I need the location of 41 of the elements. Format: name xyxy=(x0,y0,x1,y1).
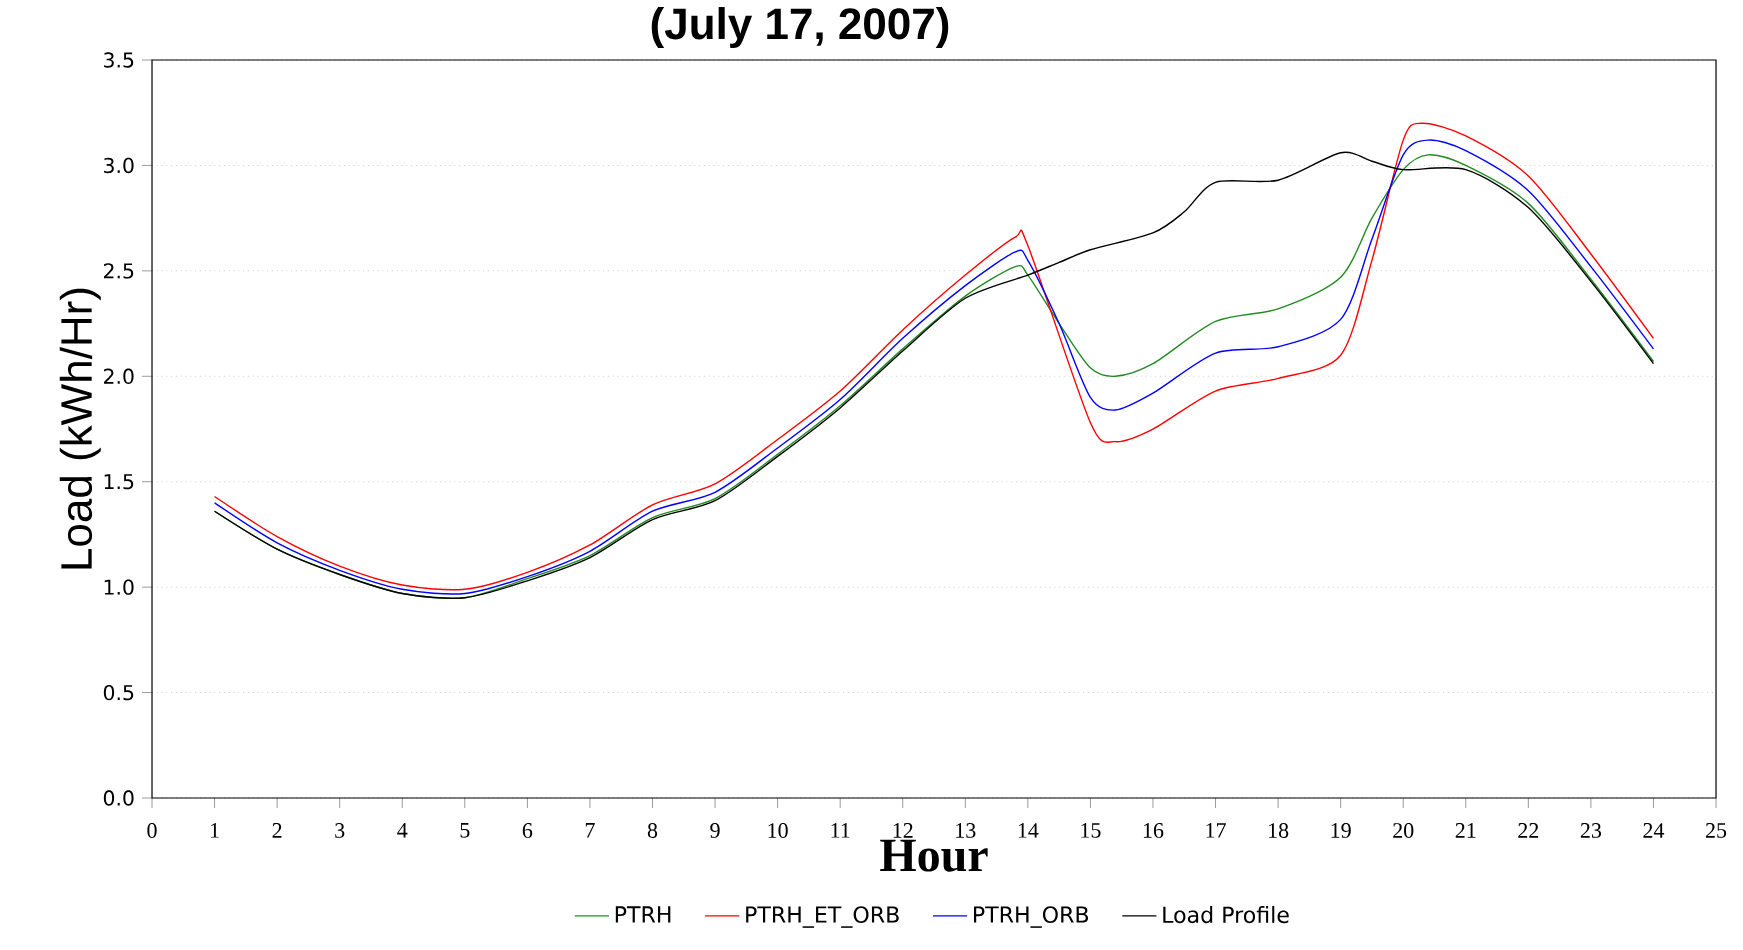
x-tick-label: 9 xyxy=(710,823,720,838)
x-tick-label: 23 xyxy=(1580,823,1602,838)
x-tick-label: 14 xyxy=(1018,823,1039,838)
x-tick-label: 2 xyxy=(272,823,282,838)
y-tick-label: 0.5 xyxy=(103,684,134,701)
x-tick-label: 7 xyxy=(585,823,595,838)
legend-label: PTRH_ORB xyxy=(973,906,1089,928)
x-axis-title: Hour xyxy=(880,839,988,872)
x-tick-label: 18 xyxy=(1269,823,1289,838)
x-tick-label: 6 xyxy=(522,823,533,838)
x-tick-label: 3 xyxy=(335,823,345,838)
x-tick-label: 5 xyxy=(460,823,470,838)
y-tick-label: 2.0 xyxy=(104,368,134,384)
x-tick-label: 19 xyxy=(1331,823,1351,838)
x-tick-label: 21 xyxy=(1455,823,1476,838)
x-tick-label: 22 xyxy=(1518,823,1539,838)
x-tick-label: 4 xyxy=(397,823,408,838)
y-tick-label: 1.5 xyxy=(104,474,134,490)
y-tick-label: 0.0 xyxy=(103,790,134,806)
chart-title: (July 17, 2007) xyxy=(651,7,949,49)
legend-label: PTRH_ET_ORB xyxy=(746,906,899,928)
x-tick-label: 1 xyxy=(211,823,219,838)
x-tick-label: 11 xyxy=(831,823,850,838)
y-tick-label: 1.0 xyxy=(104,579,134,595)
y-tick-label: 3.0 xyxy=(104,157,134,174)
x-tick-label: 24 xyxy=(1643,823,1665,838)
x-tick-label: 17 xyxy=(1206,823,1226,838)
x-tick-label: 8 xyxy=(647,823,658,838)
y-axis-title: Load (kWh/Hr) xyxy=(59,288,101,569)
x-tick-label: 16 xyxy=(1143,823,1164,838)
x-tick-label: 10 xyxy=(768,823,788,838)
legend-label: Load Profile xyxy=(1163,906,1289,924)
y-tick-label: 3.5 xyxy=(104,52,134,68)
x-tick-label: 12 xyxy=(893,823,913,838)
x-tick-label: 15 xyxy=(1081,823,1101,838)
x-tick-label: 25 xyxy=(1705,823,1727,838)
x-tick-label: 20 xyxy=(1393,823,1414,838)
x-tick-label: 0 xyxy=(147,823,157,838)
legend-label: PTRH xyxy=(615,906,671,923)
x-tick-label: 13 xyxy=(956,823,976,838)
y-tick-label: 2.5 xyxy=(104,263,134,279)
